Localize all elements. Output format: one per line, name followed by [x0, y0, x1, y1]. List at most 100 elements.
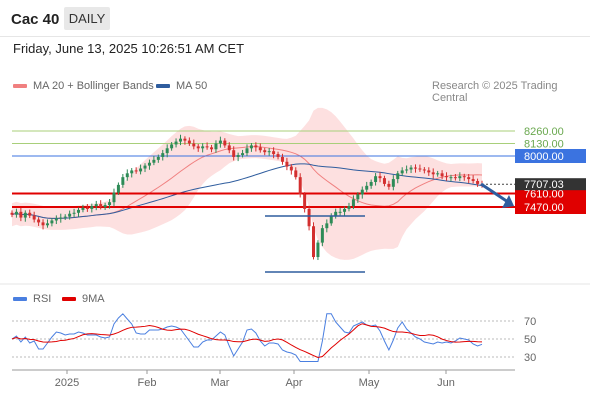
candle-body	[37, 219, 41, 223]
candle-body	[241, 153, 245, 156]
candle-body	[41, 222, 45, 226]
rsi-line	[11, 313, 483, 362]
candle-body	[139, 168, 143, 172]
candle-body	[258, 147, 262, 151]
candle-body	[476, 181, 480, 184]
candle-body	[156, 156, 160, 160]
ma50-line	[11, 163, 483, 219]
candle-body	[467, 177, 471, 180]
level-label: 8260.00	[524, 126, 564, 138]
level-label: 7470.00	[524, 202, 564, 214]
candle-body	[178, 138, 182, 142]
candle-body	[121, 177, 125, 185]
forecast-arrow	[480, 182, 509, 204]
candle-body	[227, 145, 231, 151]
legend-ma50: MA 50	[156, 80, 207, 92]
candle-body	[103, 205, 107, 207]
legend-rsi-label: RSI	[33, 293, 52, 305]
candle-body	[59, 217, 63, 219]
x-tick-label: May	[359, 377, 380, 389]
candle-body	[289, 166, 293, 171]
candle-body	[365, 185, 369, 190]
level-label: 8000.00	[524, 151, 564, 163]
candle-body	[108, 202, 112, 206]
candle-body	[201, 146, 205, 149]
level-tag	[515, 149, 586, 163]
candle-body	[374, 176, 378, 182]
candle-body	[32, 215, 36, 220]
candle-body	[218, 140, 222, 144]
candle-body	[325, 223, 329, 229]
candle-body	[165, 148, 169, 154]
candle-body	[422, 169, 426, 171]
rsi-tick-label: 70	[524, 316, 536, 328]
x-tick-label: Apr	[285, 377, 302, 389]
bollinger-band	[12, 107, 482, 260]
candle-body	[77, 209, 81, 213]
candle-body	[347, 206, 351, 209]
candle-body	[351, 199, 355, 207]
candle-body	[285, 161, 289, 167]
candle-body	[294, 170, 298, 178]
level-tag	[515, 200, 586, 214]
x-tick-label: Feb	[138, 377, 157, 389]
candle-body	[254, 145, 258, 148]
candle-body	[10, 212, 14, 215]
candle-body	[267, 151, 271, 153]
candle-body	[418, 168, 422, 170]
legend-rsi-ma: 9MA	[62, 293, 105, 305]
candle-body	[249, 145, 253, 149]
candle-body	[112, 192, 116, 203]
level-label: 7610.00	[524, 189, 564, 201]
legend-ma20: MA 20 + Bollinger Bands	[13, 80, 154, 92]
candle-body	[316, 242, 320, 258]
candle-body	[187, 140, 191, 144]
candle-body	[210, 147, 214, 150]
candle-body	[134, 170, 138, 172]
ma50-swatch	[156, 84, 170, 89]
candle-body	[54, 218, 58, 221]
legend-rsi: RSI	[13, 293, 51, 305]
candle-body	[99, 204, 103, 207]
rsi-tick-label: 30	[524, 352, 536, 364]
candle-body	[449, 177, 453, 179]
candle-body	[192, 143, 196, 147]
candle-body	[405, 169, 409, 171]
candle-body	[396, 173, 400, 180]
candle-body	[130, 170, 134, 174]
candle-body	[462, 176, 466, 178]
candle-body	[183, 138, 187, 141]
candle-body	[72, 212, 76, 214]
candle-body	[400, 170, 404, 174]
candle-body	[382, 178, 386, 184]
credit-text: Research © 2025 Trading Central	[432, 80, 558, 104]
timeframe-button[interactable]: DAILY	[64, 7, 110, 30]
legend-ma20-label: MA 20 + Bollinger Bands	[33, 80, 154, 92]
candle-body	[427, 170, 431, 173]
candle-body	[170, 144, 174, 149]
candle-body	[161, 153, 165, 157]
current-price-label: 7707.03	[524, 179, 564, 191]
ma20-swatch	[13, 84, 27, 89]
candle-body	[378, 176, 382, 179]
candle-body	[272, 151, 276, 155]
candle-body	[391, 179, 395, 187]
candle-body	[312, 226, 316, 258]
level-label: 8130.00	[524, 138, 564, 150]
candle-body	[196, 146, 200, 149]
candle-body	[387, 183, 391, 187]
current-price-tag	[515, 178, 586, 191]
candle-body	[334, 211, 338, 216]
candle-body	[320, 228, 324, 243]
candle-body	[303, 194, 307, 209]
rsi-swatch	[13, 297, 27, 302]
candle-body	[338, 211, 342, 213]
candle-body	[236, 155, 240, 157]
candle-body	[68, 213, 72, 217]
rsi-tick-label: 50	[524, 334, 536, 346]
candle-body	[471, 179, 475, 182]
candle-body	[14, 211, 18, 215]
candle-body	[174, 141, 178, 145]
candle-body	[223, 140, 227, 146]
